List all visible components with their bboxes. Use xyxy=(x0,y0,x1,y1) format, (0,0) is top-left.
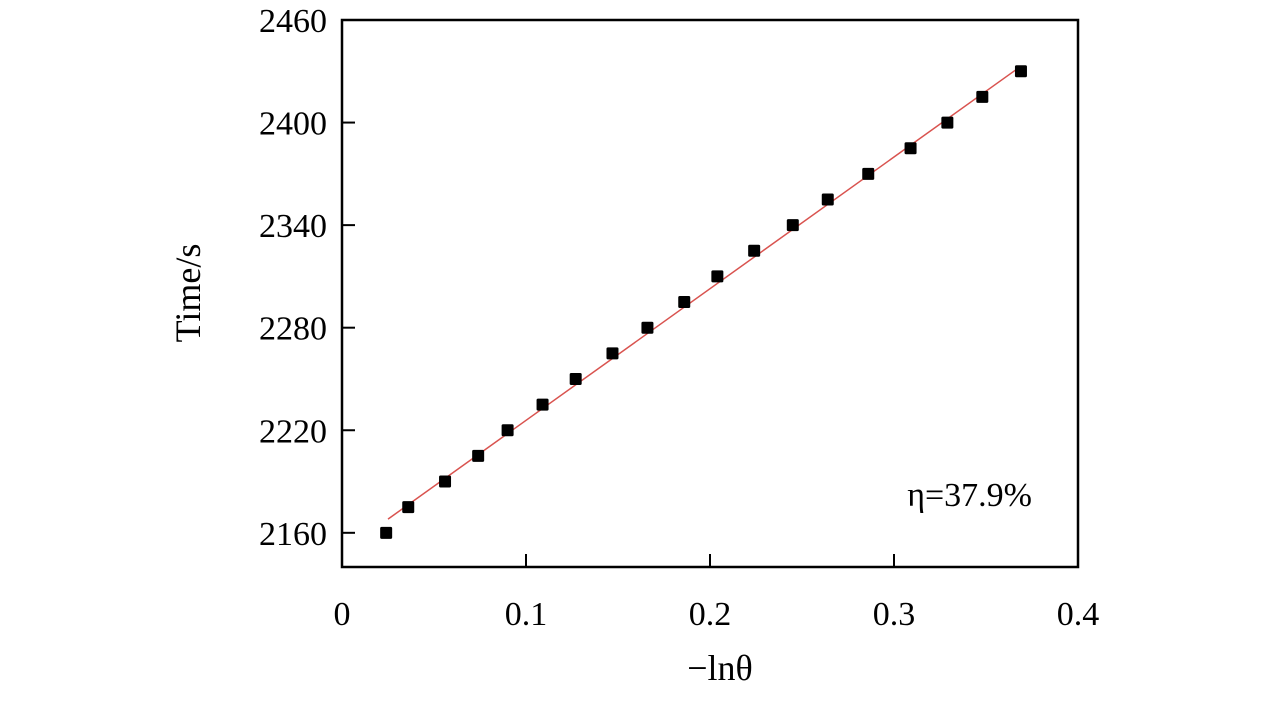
x-tick-label: 0.1 xyxy=(505,596,548,633)
data-point xyxy=(711,270,724,283)
x-tick-label: 0.3 xyxy=(873,596,916,633)
data-point xyxy=(501,424,514,437)
y-tick-label: 2340 xyxy=(259,208,327,245)
y-tick-label: 2460 xyxy=(259,3,327,40)
y-tick-label: 2400 xyxy=(259,106,327,143)
x-tick-label: 0 xyxy=(334,596,351,633)
y-tick-label: 2160 xyxy=(259,516,327,553)
data-point xyxy=(678,296,691,309)
data-point xyxy=(569,372,582,385)
fit-line xyxy=(387,65,1022,520)
data-point xyxy=(941,116,954,129)
y-tick-label: 2280 xyxy=(259,311,327,348)
data-points xyxy=(380,65,1027,539)
efficiency-annotation: η=37.9% xyxy=(907,477,1032,514)
data-point xyxy=(380,526,393,539)
data-point xyxy=(748,244,761,257)
data-point xyxy=(862,167,875,180)
data-point xyxy=(1014,65,1027,78)
data-point xyxy=(904,142,917,155)
x-axis-title: −lnθ xyxy=(687,648,753,688)
data-point xyxy=(402,501,415,514)
data-point xyxy=(786,219,799,232)
x-tick-label: 0.4 xyxy=(1057,596,1100,633)
data-point xyxy=(439,475,452,488)
y-tick-label: 2220 xyxy=(259,413,327,450)
y-axis-title: Time/s xyxy=(168,244,208,343)
data-point xyxy=(606,347,619,360)
data-point xyxy=(976,90,989,103)
y-axis: 2160 2220 2280 2340 2400 2460 xyxy=(259,3,355,553)
data-point xyxy=(821,193,834,206)
x-axis: 0 0.1 0.2 0.3 0.4 xyxy=(334,554,1100,633)
data-point xyxy=(641,321,654,334)
x-tick-label: 0.2 xyxy=(689,596,732,633)
data-point xyxy=(536,398,549,411)
data-point xyxy=(472,449,485,462)
